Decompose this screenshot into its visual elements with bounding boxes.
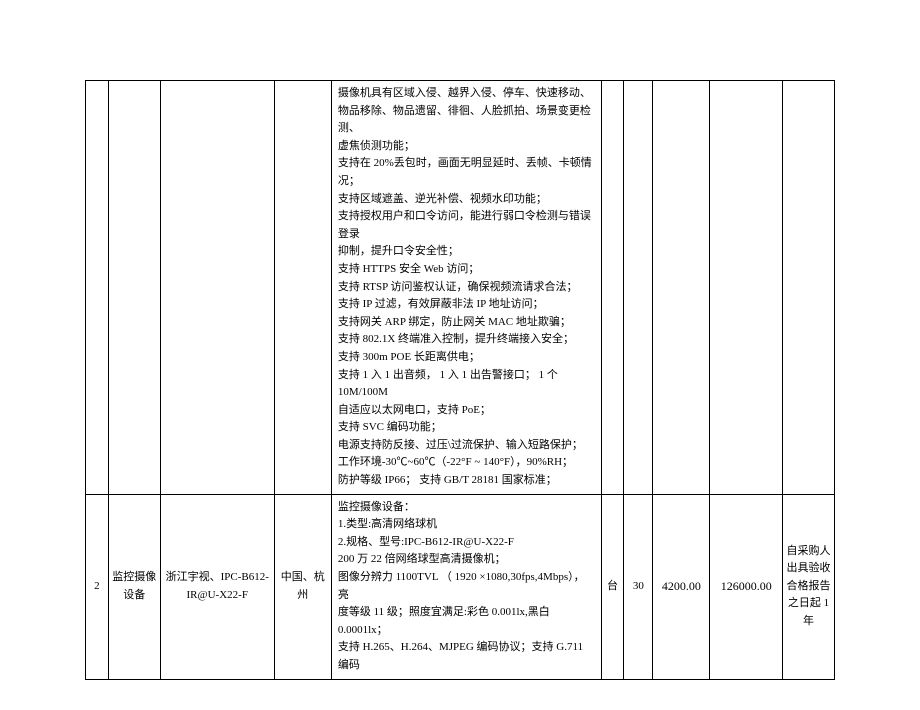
spec-line: 图像分辨力 1100TVL （ 1920 ×1080,30fps,4Mbps），… — [338, 569, 595, 604]
spec-line: 支持网关 ARP 绑定，防止网关 MAC 地址欺骗； — [338, 314, 595, 332]
spec-line: 支持 1 入 1 出音频， 1 入 1 出告警接口； 1 个 10M/100M — [338, 367, 595, 402]
remark: 自采购人出具验收合格报告之日起 1 年 — [783, 494, 835, 679]
spec-line: 支持 IP 过滤，有效屏蔽非法 IP 地址访问； — [338, 296, 595, 314]
spec-line: 物品移除、物品遗留、徘徊、人脸抓拍、场景变更检测、 — [338, 103, 595, 138]
num: 2 — [86, 494, 109, 679]
total — [710, 81, 783, 495]
name: 监控摄像设备 — [108, 494, 160, 679]
spec: 监控摄像设备：1.类型:高清网络球机2.规格、型号:IPC-B612-IR@U-… — [331, 494, 601, 679]
spec-line: 度等级 11 级；照度宜满足:彩色 0.001lx,黑白 0.0001lx； — [338, 604, 595, 639]
spec-line: 支持 802.1X 终端准入控制，提升终端接入安全； — [338, 331, 595, 349]
spec-line: 防护等级 IP66； 支持 GB/T 28181 国家标准； — [338, 472, 595, 490]
table-row: 2监控摄像设备浙江宇视、IPC-B612-IR@U-X22-F中国、杭州监控摄像… — [86, 494, 835, 679]
spec-line: 支持在 20%丢包时，画面无明显延时、丢帧、卡顿情况； — [338, 155, 595, 190]
name — [108, 81, 160, 495]
total: 126000.00 — [710, 494, 783, 679]
brand: 浙江宇视、IPC-B612-IR@U-X22-F — [160, 494, 274, 679]
table-row: 摄像机具有区域入侵、越界入侵、停车、快速移动、物品移除、物品遗留、徘徊、人脸抓拍… — [86, 81, 835, 495]
spec-line: 2.规格、型号:IPC-B612-IR@U-X22-F — [338, 534, 595, 552]
spec-line: 支持 H.265、H.264、MJPEG 编码协议；支持 G.711 编码 — [338, 639, 595, 674]
qty: 30 — [624, 494, 653, 679]
remark — [783, 81, 835, 495]
spec-line: 支持 300m POE 长距离供电； — [338, 349, 595, 367]
spec-line: 虚焦侦测功能； — [338, 138, 595, 156]
spec-line: 支持授权用户和口令访问，能进行弱口令检测与错误登录 — [338, 208, 595, 243]
unit — [601, 81, 624, 495]
spec-line: 摄像机具有区域入侵、越界入侵、停车、快速移动、 — [338, 85, 595, 103]
qty — [624, 81, 653, 495]
spec-line: 自适应以太网电口，支持 PoE； — [338, 402, 595, 420]
spec-line: 200 万 22 倍网络球型高清摄像机； — [338, 551, 595, 569]
spec-line: 支持 HTTPS 安全 Web 访问； — [338, 261, 595, 279]
price: 4200.00 — [653, 494, 710, 679]
spec: 摄像机具有区域入侵、越界入侵、停车、快速移动、物品移除、物品遗留、徘徊、人脸抓拍… — [331, 81, 601, 495]
spec-line: 抑制，提升口令安全性； — [338, 243, 595, 261]
brand — [160, 81, 274, 495]
spec-line: 支持 RTSP 访问鉴权认证，确保视频流请求合法； — [338, 279, 595, 297]
spec-line: 支持区域遮盖、逆光补偿、视频水印功能； — [338, 191, 595, 209]
num — [86, 81, 109, 495]
origin — [274, 81, 331, 495]
unit: 台 — [601, 494, 624, 679]
spec-line: 电源支持防反接、过压\过流保护、输入短路保护； — [338, 437, 595, 455]
spec-line: 工作环境-30℃~60℃（-22°F ~ 140°F），90%RH； — [338, 454, 595, 472]
price — [653, 81, 710, 495]
spec-line: 1.类型:高清网络球机 — [338, 516, 595, 534]
origin: 中国、杭州 — [274, 494, 331, 679]
spec-line: 监控摄像设备： — [338, 499, 595, 517]
spec-line: 支持 SVC 编码功能； — [338, 419, 595, 437]
spec-table: 摄像机具有区域入侵、越界入侵、停车、快速移动、物品移除、物品遗留、徘徊、人脸抓拍… — [85, 80, 835, 680]
